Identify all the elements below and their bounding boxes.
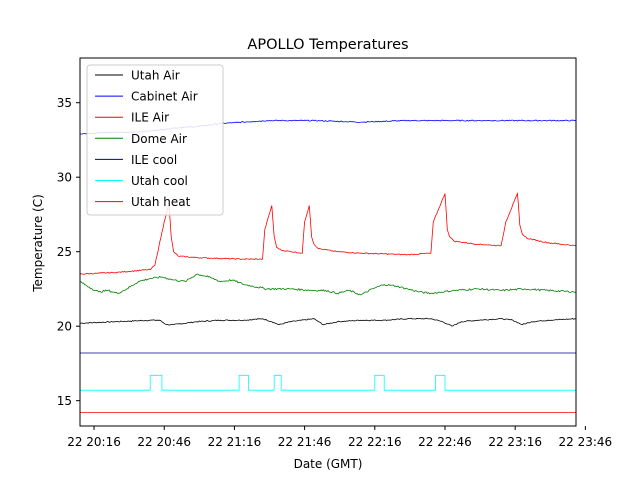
series-line-ile-air <box>79 192 577 275</box>
y-tick-label: 15 <box>57 394 72 408</box>
x-axis-label: Date (GMT) <box>294 457 363 471</box>
x-tick-label: 22 20:46 <box>137 435 191 449</box>
legend-entry: ILE cool <box>131 153 177 167</box>
y-tick-label: 25 <box>57 245 72 259</box>
x-axis-ticks: 22 20:16 22 20:46 22 21:16 22 21:46 22 22:16… <box>67 426 612 449</box>
x-tick-label: 22 23:16 <box>488 435 542 449</box>
x-tick-label: 22 22:46 <box>418 435 472 449</box>
legend: Utah Air Cabinet Air ILE Air Dome Air ILE co… <box>86 64 224 216</box>
series-line-utah-cool <box>80 374 576 391</box>
legend-entry: ILE Air <box>131 111 169 125</box>
y-axis-label: Temperature (C) <box>31 194 45 293</box>
legend-entry: Cabinet Air <box>131 90 198 104</box>
series-line-utah-air <box>80 317 577 327</box>
series-line-dome-air <box>79 273 577 296</box>
y-tick-label: 20 <box>57 320 72 334</box>
chart-title: APOLLO Temperatures <box>247 37 408 53</box>
y-tick-label: 30 <box>57 171 72 185</box>
legend-entry: Utah cool <box>131 174 188 188</box>
x-tick-label: 22 21:16 <box>208 435 262 449</box>
legend-entry: Utah heat <box>131 195 191 209</box>
x-tick-label: 22 23:46 <box>559 435 613 449</box>
y-tick-label: 35 <box>57 96 72 110</box>
y-axis-ticks: 15 20 25 30 35 <box>57 96 80 408</box>
legend-box <box>86 64 224 216</box>
plot-frame <box>79 57 577 427</box>
x-tick-label: 22 20:16 <box>67 435 121 449</box>
x-tick-label: 22 21:46 <box>278 435 332 449</box>
legend-entry: Utah Air <box>131 69 180 83</box>
legend-entry: Dome Air <box>131 132 187 146</box>
x-tick-label: 22 22:16 <box>348 435 402 449</box>
